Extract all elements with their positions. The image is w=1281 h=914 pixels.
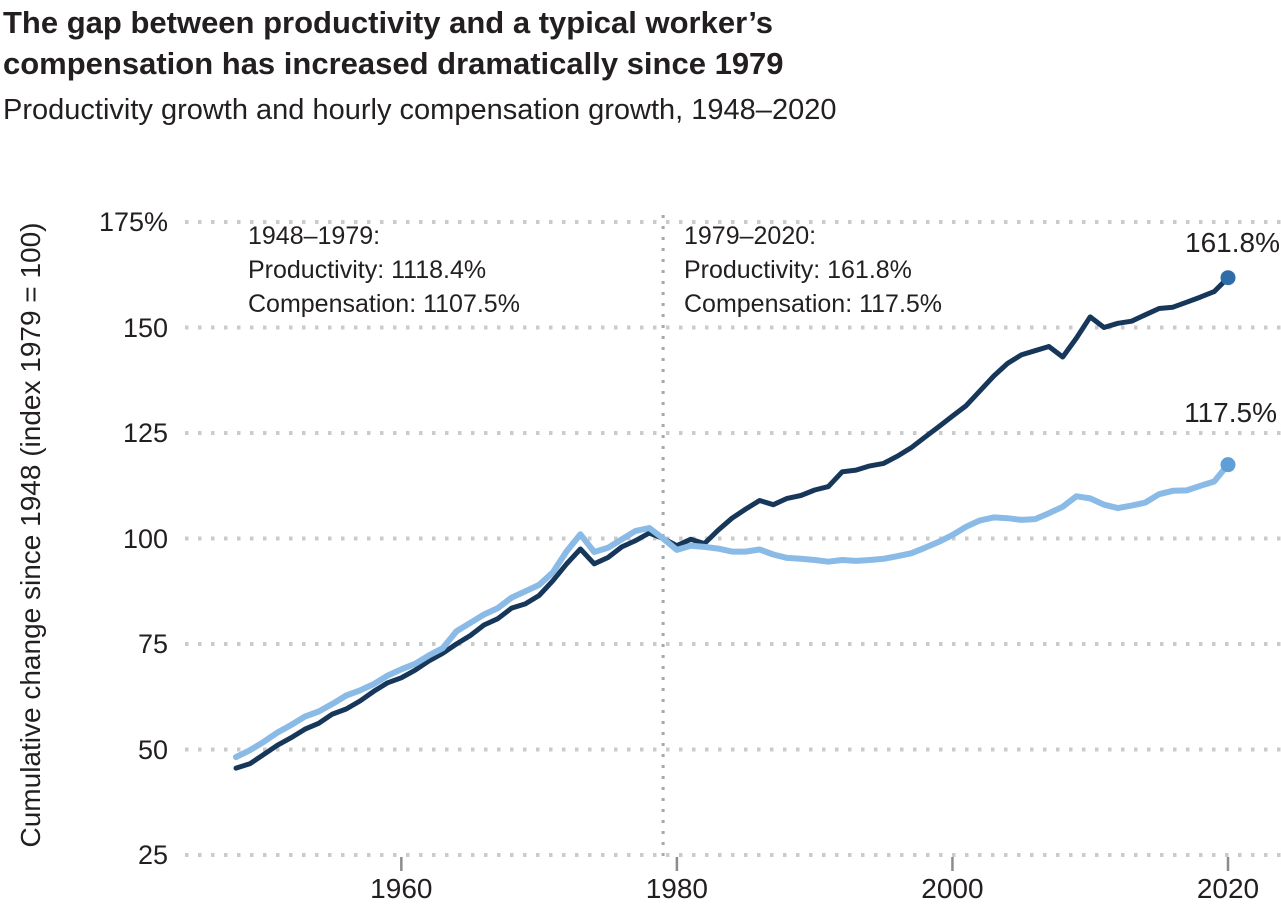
annotation-compensation: Compensation: 117.5%: [684, 290, 943, 318]
annotation-productivity: Productivity: 1118.4%: [248, 256, 487, 284]
x-tick-label: 1960: [370, 873, 433, 904]
y-tick-label: 125: [122, 418, 168, 448]
annotation-productivity: Productivity: 161.8%: [684, 256, 912, 284]
productivity-end-label: 161.8%: [1185, 227, 1280, 258]
annotation-1948-1979: 1948–1979: Productivity: 1118.4% Compens…: [248, 219, 520, 321]
y-tick-label: 150: [122, 312, 168, 343]
x-tick-label: 2020: [1196, 873, 1260, 904]
compensation-end-dot: [1220, 457, 1236, 473]
y-tick-label: 175%: [98, 207, 168, 237]
chart-title: The gap between productivity and a typic…: [3, 2, 784, 84]
chart-title-line1: The gap between productivity and a typic…: [3, 5, 774, 40]
annotation-compensation: Compensation: 1107.5%: [248, 290, 520, 318]
productivity-line: [233, 275, 1231, 771]
annotation-period: 1979–2020:: [684, 222, 817, 250]
x-tick-label: 2000: [921, 873, 984, 904]
x-tick-label: 1980: [645, 873, 709, 904]
annotation-period: 1948–1979:: [248, 222, 381, 250]
productivity-end-dot: [1220, 270, 1236, 286]
compensation-line: [233, 461, 1231, 761]
compensation-end-label: 117.5%: [1184, 397, 1277, 428]
y-tick-label: 50: [137, 734, 168, 765]
y-tick-label: 75: [137, 629, 168, 659]
chart-title-line2: compensation has increased dramatically …: [3, 46, 784, 81]
y-tick-label: 25: [137, 840, 168, 870]
y-tick-label: 100: [122, 523, 168, 554]
annotation-1979-2020: 1979–2020: Productivity: 161.8% Compensa…: [684, 219, 942, 321]
chart-subtitle: Productivity growth and hourly compensat…: [3, 94, 837, 126]
